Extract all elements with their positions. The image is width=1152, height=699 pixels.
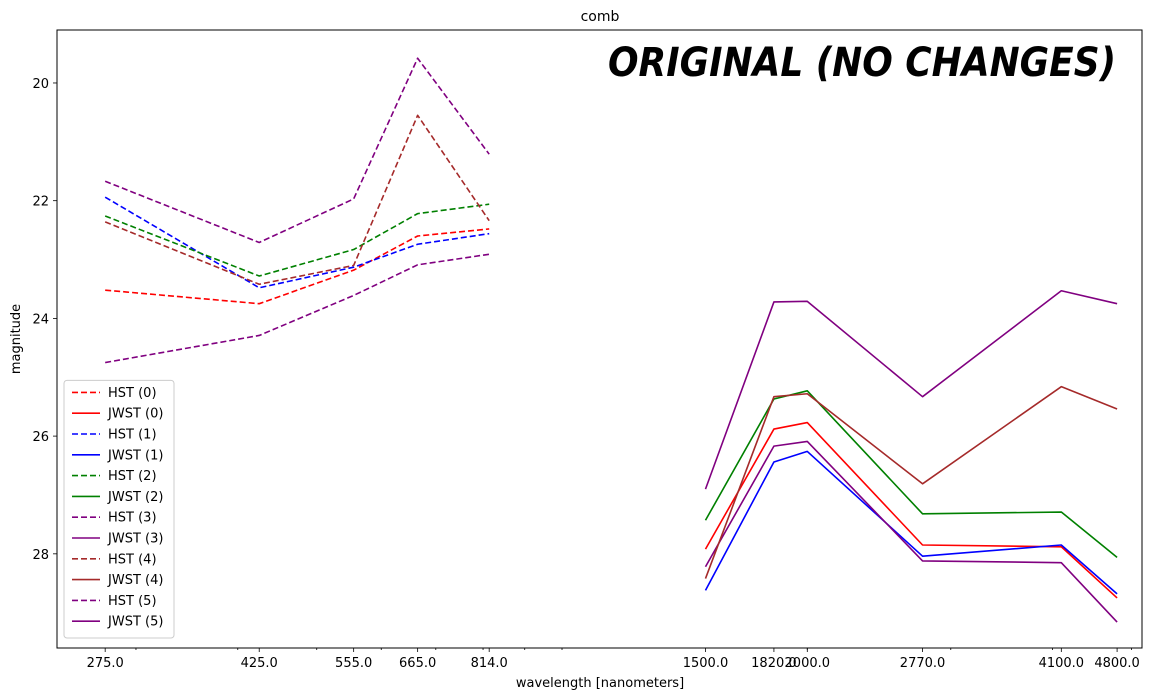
- x-tick-label: 425.0: [241, 656, 278, 671]
- series-line: [104, 114, 490, 286]
- series-line: [704, 450, 1118, 595]
- y-tick-label: 20: [32, 77, 49, 92]
- axes-frame: [56, 29, 1143, 649]
- series-line: [104, 196, 490, 289]
- x-tick-label: 1820.0: [751, 656, 797, 671]
- x-tick-label: 2000.0: [785, 656, 831, 671]
- series-line: [704, 389, 1118, 558]
- legend-label: JWST (1): [107, 448, 163, 463]
- x-tick-label: 4100.0: [1039, 656, 1085, 671]
- x-tick-label: 2770.0: [900, 656, 946, 671]
- y-tick-label: 22: [32, 195, 49, 210]
- y-tick-label: 24: [32, 312, 49, 327]
- y-tick-label: 28: [32, 548, 49, 563]
- x-tick-label: 814.0: [471, 656, 508, 671]
- legend: HST (0) JWST (0) HST (1) JWST (1) HST (2) JWS…: [63, 379, 175, 639]
- legend-label: HST (0): [108, 386, 157, 401]
- legend-label: HST (3): [108, 511, 157, 526]
- legend-label: HST (2): [108, 469, 157, 484]
- legend-label: HST (1): [108, 428, 157, 443]
- series-line: [105, 253, 490, 364]
- series-line: [704, 440, 1118, 623]
- series-line: [704, 421, 1118, 599]
- legend-label: JWST (4): [107, 573, 163, 588]
- x-tick-label: 1500.0: [683, 656, 729, 671]
- y-axis-label: magnitude: [9, 304, 24, 374]
- annotation-text: ORIGINAL (NO CHANGES): [608, 40, 1116, 86]
- chart-title: comb: [581, 9, 620, 25]
- legend-label: JWST (5): [107, 615, 163, 630]
- x-tick-label: 4800.0: [1094, 656, 1140, 671]
- legend-label: HST (5): [108, 594, 157, 609]
- series-line: [104, 57, 490, 244]
- series-line: [104, 203, 490, 277]
- legend-label: JWST (0): [107, 407, 163, 422]
- x-tick-label: 555.0: [335, 656, 372, 671]
- y-tick-label: 26: [32, 430, 49, 445]
- x-axis-label: wavelength [nanometers]: [516, 676, 684, 691]
- series-line: [105, 228, 490, 305]
- legend-box: [63, 379, 175, 639]
- legend-label: HST (4): [108, 552, 157, 567]
- series-line: [704, 385, 1118, 579]
- x-tick-label: 275.0: [87, 656, 124, 671]
- x-tick-label: 665.0: [399, 656, 436, 671]
- legend-label: JWST (3): [107, 532, 163, 547]
- plot-area: [104, 57, 1118, 623]
- series-line: [704, 289, 1118, 490]
- legend-label: JWST (2): [107, 490, 163, 505]
